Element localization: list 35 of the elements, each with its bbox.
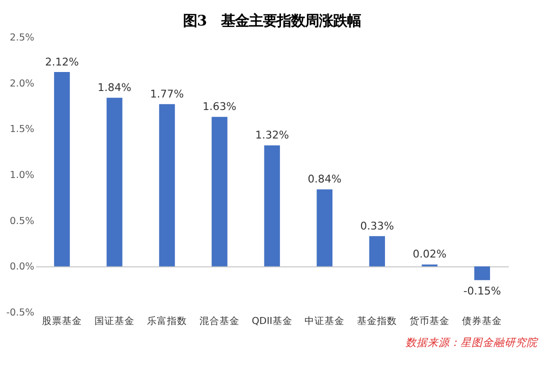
bar — [474, 266, 490, 280]
x-tick-label: 混合基金 — [200, 315, 240, 328]
data-label: 0.02% — [412, 248, 446, 261]
x-tick-label: 中证基金 — [304, 315, 345, 328]
data-label: 0.84% — [308, 172, 342, 186]
bar — [106, 98, 122, 266]
data-label: 2.12% — [45, 55, 79, 68]
bar — [264, 145, 280, 266]
chart-title: 图3 基金主要指数周涨跌幅 — [183, 12, 362, 30]
y-tick-label: -0.5% — [6, 308, 34, 319]
data-label: 1.63% — [202, 100, 236, 114]
x-tick-label: 股票基金 — [42, 315, 82, 328]
y-tick-label: 1.0% — [10, 170, 34, 182]
bar — [369, 236, 385, 266]
y-tick-label: 1.5% — [10, 124, 34, 136]
data-label: 1.32% — [255, 128, 289, 142]
y-tick-label: 0.0% — [10, 262, 34, 273]
bar — [316, 189, 332, 266]
y-tick-label: 0.5% — [10, 216, 34, 227]
x-tick-label: 乐富指数 — [147, 315, 188, 328]
bar — [212, 116, 228, 266]
y-tick-label: 2.5% — [10, 32, 34, 44]
x-tick-label: 基金指数 — [357, 315, 398, 328]
data-label: 1.84% — [98, 80, 132, 94]
x-tick-label: 债券基金 — [462, 315, 502, 328]
data-label: 1.77% — [150, 87, 184, 100]
x-tick-label: 货币基金 — [410, 315, 450, 328]
source-note: 数据来源：星图金融研究院 — [405, 336, 538, 349]
x-tick-label: 国证基金 — [94, 315, 134, 328]
data-label: -0.15% — [463, 284, 501, 298]
y-tick-label: 2.0% — [10, 78, 34, 90]
bar — [54, 72, 70, 266]
data-label: 0.33% — [360, 219, 394, 232]
bar — [159, 104, 175, 266]
x-tick-label: QDII基金 — [252, 315, 292, 328]
